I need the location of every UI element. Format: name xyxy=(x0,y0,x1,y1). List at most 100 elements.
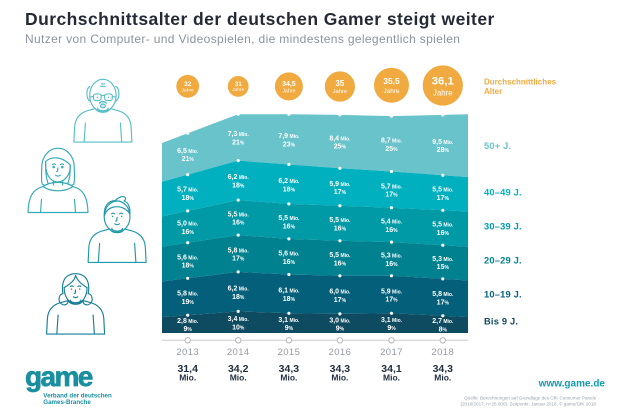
svg-text:2015: 2015 xyxy=(278,347,301,358)
svg-text:17%: 17% xyxy=(437,195,450,202)
svg-text:2016: 2016 xyxy=(329,347,352,358)
svg-text:16%: 16% xyxy=(283,224,296,231)
svg-text:5,7 Mio.: 5,7 Mio. xyxy=(381,183,403,190)
svg-text:40–49 J.: 40–49 J. xyxy=(484,187,522,197)
svg-text:18%: 18% xyxy=(232,183,245,190)
svg-text:16%: 16% xyxy=(385,227,398,234)
svg-text:25%: 25% xyxy=(334,144,347,151)
svg-text:Durchschnittliches: Durchschnittliches xyxy=(484,78,557,87)
svg-text:5,6 Mio.: 5,6 Mio. xyxy=(278,251,300,258)
svg-text:5,5 Mio.: 5,5 Mio. xyxy=(278,215,300,222)
svg-text:2014: 2014 xyxy=(227,347,250,358)
svg-text:18%: 18% xyxy=(283,296,296,303)
svg-text:15%: 15% xyxy=(437,264,450,271)
svg-text:6,5 Mio.: 6,5 Mio. xyxy=(177,148,199,155)
svg-text:Jahre: Jahre xyxy=(333,89,348,95)
svg-text:8,4 Mio.: 8,4 Mio. xyxy=(329,135,351,142)
svg-text:6,0 Mio.: 6,0 Mio. xyxy=(329,289,351,296)
svg-text:5,3 Mio.: 5,3 Mio. xyxy=(381,253,403,260)
svg-text:7,9 Mio.: 7,9 Mio. xyxy=(278,133,300,140)
svg-text:5,4 Mio.: 5,4 Mio. xyxy=(381,219,403,226)
svg-text:Mio.: Mio. xyxy=(179,373,196,383)
svg-text:21%: 21% xyxy=(232,140,245,147)
svg-text:31: 31 xyxy=(235,81,243,88)
svg-text:18%: 18% xyxy=(182,263,195,270)
svg-text:6,2 Mio.: 6,2 Mio. xyxy=(228,174,250,181)
svg-text:6,2 Mio.: 6,2 Mio. xyxy=(278,178,300,185)
svg-text:35,5: 35,5 xyxy=(383,76,400,86)
svg-text:34,3: 34,3 xyxy=(279,363,300,375)
svg-text:7,3 Mio.: 7,3 Mio. xyxy=(228,131,250,138)
svg-text:18%: 18% xyxy=(232,294,245,301)
svg-text:2,8 Mio.: 2,8 Mio. xyxy=(177,318,199,325)
svg-text:Mio.: Mio. xyxy=(383,373,400,383)
svg-text:5,5 Mio.: 5,5 Mio. xyxy=(432,222,454,229)
svg-text:30–39 J.: 30–39 J. xyxy=(484,221,522,231)
svg-text:3,0 Mio.: 3,0 Mio. xyxy=(329,317,351,324)
svg-text:8%: 8% xyxy=(439,327,448,334)
svg-text:2018: 2018 xyxy=(431,347,454,358)
svg-text:16%: 16% xyxy=(232,220,245,227)
svg-text:21%: 21% xyxy=(182,156,195,163)
svg-text:35: 35 xyxy=(336,79,345,88)
svg-text:36,1: 36,1 xyxy=(432,76,455,88)
svg-text:17%: 17% xyxy=(334,189,347,196)
svg-text:34,3: 34,3 xyxy=(330,363,351,375)
svg-text:17%: 17% xyxy=(437,300,450,307)
svg-text:www.game.de: www.game.de xyxy=(538,379,606,390)
svg-text:50+ J.: 50+ J. xyxy=(484,141,511,151)
svg-text:Alter: Alter xyxy=(484,87,502,96)
svg-text:5,5 Mio.: 5,5 Mio. xyxy=(329,252,351,259)
svg-text:Games-Branche: Games-Branche xyxy=(43,399,91,406)
svg-text:16%: 16% xyxy=(182,229,195,236)
svg-text:20–29 J.: 20–29 J. xyxy=(484,255,522,265)
svg-text:2,7 Mio.: 2,7 Mio. xyxy=(432,318,454,325)
svg-text:6,2 Mio.: 6,2 Mio. xyxy=(228,286,250,293)
svg-text:9%: 9% xyxy=(285,325,294,332)
svg-text:16%: 16% xyxy=(334,225,347,232)
svg-text:5,8 Mio.: 5,8 Mio. xyxy=(432,291,454,298)
svg-text:5,5 Mio.: 5,5 Mio. xyxy=(228,211,250,218)
svg-text:Quelle: Berechnungen auf Grund: Quelle: Berechnungen auf Grundlage des G… xyxy=(464,395,596,400)
svg-text:Mio.: Mio. xyxy=(230,373,247,383)
svg-text:31,4: 31,4 xyxy=(177,363,198,375)
svg-text:5,5 Mio.: 5,5 Mio. xyxy=(329,217,351,224)
svg-text:5,9 Mio.: 5,9 Mio. xyxy=(329,181,351,188)
svg-text:(2016/2017; n=25.000). Zeitpun: (2016/2017; n=25.000). Zeitpunkt: Januar… xyxy=(460,400,596,406)
svg-text:5,7 Mio.: 5,7 Mio. xyxy=(177,187,199,194)
svg-text:2017: 2017 xyxy=(380,347,403,358)
svg-text:3,1 Mio.: 3,1 Mio. xyxy=(381,317,403,324)
svg-text:8,7 Mio.: 8,7 Mio. xyxy=(381,138,403,145)
svg-text:28%: 28% xyxy=(437,147,450,154)
svg-text:16%: 16% xyxy=(334,260,347,267)
svg-text:32: 32 xyxy=(184,81,192,88)
svg-text:5,9 Mio.: 5,9 Mio. xyxy=(381,288,403,295)
svg-text:5,8 Mio.: 5,8 Mio. xyxy=(177,291,199,298)
svg-text:Jahre: Jahre xyxy=(384,88,400,95)
svg-text:34,2: 34,2 xyxy=(228,363,249,375)
svg-text:Bis 9 J.: Bis 9 J. xyxy=(484,317,518,327)
svg-text:25%: 25% xyxy=(385,146,398,153)
svg-text:Jahre: Jahre xyxy=(282,88,295,94)
svg-text:16%: 16% xyxy=(437,230,450,237)
svg-text:Mio.: Mio. xyxy=(331,373,348,383)
svg-text:17%: 17% xyxy=(232,256,245,263)
svg-text:34,5: 34,5 xyxy=(282,81,296,88)
svg-text:16%: 16% xyxy=(385,261,398,268)
svg-text:34,3: 34,3 xyxy=(433,363,454,375)
svg-text:Verband der deutschen: Verband der deutschen xyxy=(43,392,112,399)
svg-text:5,6 Mio.: 5,6 Mio. xyxy=(177,254,199,261)
svg-text:17%: 17% xyxy=(385,192,398,199)
svg-text:6,1 Mio.: 6,1 Mio. xyxy=(278,288,300,295)
svg-text:Mio.: Mio. xyxy=(280,373,297,383)
svg-text:19%: 19% xyxy=(182,299,195,306)
svg-text:Jahre: Jahre xyxy=(433,88,453,97)
svg-text:18%: 18% xyxy=(283,186,296,193)
svg-text:17%: 17% xyxy=(334,297,347,304)
svg-text:9%: 9% xyxy=(387,325,396,332)
svg-text:9%: 9% xyxy=(184,326,193,333)
svg-text:9,5 Mio.: 9,5 Mio. xyxy=(432,139,454,146)
svg-text:3,1 Mio.: 3,1 Mio. xyxy=(278,317,300,324)
svg-text:9%: 9% xyxy=(336,326,345,333)
svg-text:10%: 10% xyxy=(232,324,245,331)
